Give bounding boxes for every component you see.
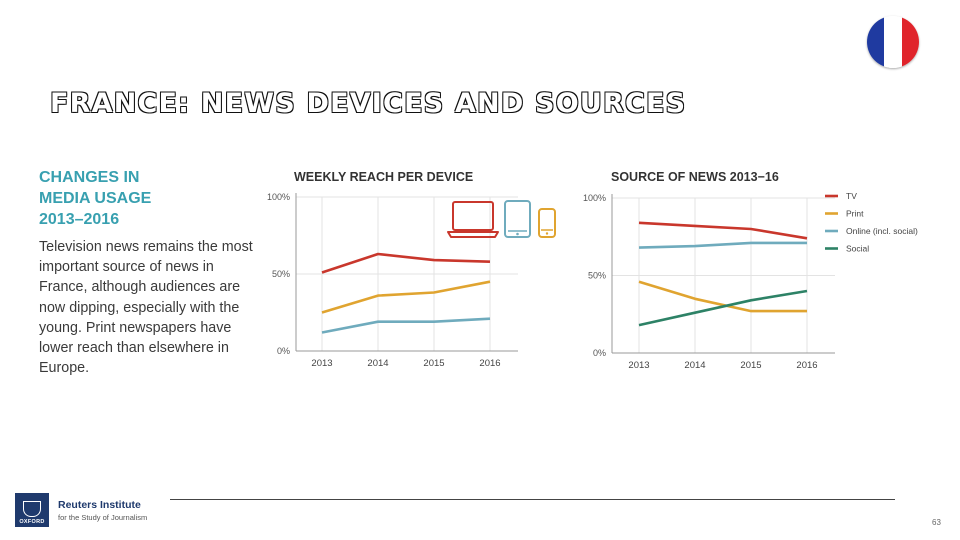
summary-body: Television news remains the most importa… [39, 239, 253, 377]
summary-heading-line: 2013–2016 [39, 211, 120, 228]
legend-label: TV [846, 191, 857, 201]
smartphone-icon [538, 208, 556, 238]
tablet-button-icon [516, 232, 519, 236]
org-name-block: Reuters Institute for the Study of Journ… [58, 499, 147, 522]
legend-label: Print [846, 209, 864, 219]
series-line [638, 241, 807, 249]
y-tick-label: 50% [272, 269, 290, 279]
x-tick-label: 2014 [684, 360, 705, 371]
summary-heading-line: CHANGES IN [39, 169, 140, 186]
tablet-icon [504, 200, 531, 238]
series-line [638, 221, 808, 240]
laptop-icon [452, 201, 494, 231]
crest-shield-icon [23, 501, 41, 517]
x-tick-label: 2016 [479, 358, 500, 369]
series-line [638, 280, 807, 313]
x-tick-label: 2014 [367, 358, 388, 369]
slide-title: FRANCE: NEWS DEVICES AND SOURCES [50, 88, 687, 119]
x-tick-label: 2015 [423, 358, 444, 369]
flag-stripe-white [884, 16, 902, 68]
org-name: Reuters Institute [58, 498, 141, 511]
reuters-institute-logo: OXFORD Reuters Institute for the Study o… [15, 493, 147, 527]
series-line [321, 280, 491, 314]
summary-heading: CHANGES IN MEDIA USAGE 2013–2016 [39, 167, 254, 230]
footer-divider [170, 499, 895, 500]
oxford-crest-icon: OXFORD [15, 493, 49, 527]
chart-title: WEEKLY REACH PER DEVICE [294, 170, 473, 184]
chart-title: SOURCE OF NEWS 2013−16 [611, 170, 779, 184]
media-usage-summary: CHANGES IN MEDIA USAGE 2013–2016 Televis… [39, 167, 254, 378]
series-line [321, 317, 491, 334]
crest-text: OXFORD [19, 519, 45, 525]
france-flag-icon [867, 16, 919, 68]
legend-label: Online (incl. social) [846, 226, 918, 236]
x-tick-label: 2015 [740, 360, 761, 371]
y-tick-label: 0% [277, 346, 290, 356]
laptop-base-icon [447, 231, 499, 238]
series-line [321, 252, 491, 274]
x-tick-label: 2013 [311, 358, 332, 369]
org-subtitle: for the Study of Journalism [58, 512, 148, 522]
page-number: 63 [932, 518, 941, 527]
flag-stripe-red [901, 16, 919, 68]
series-line [638, 289, 808, 327]
flag-stripe-blue [867, 16, 885, 68]
summary-heading-line: MEDIA USAGE [39, 190, 152, 207]
x-tick-label: 2016 [796, 360, 817, 371]
x-tick-label: 2013 [628, 360, 649, 371]
y-tick-label: 50% [588, 271, 606, 281]
y-tick-label: 100% [583, 193, 606, 203]
smartphone-button-icon [545, 232, 549, 235]
legend-label: Social [846, 244, 869, 254]
y-tick-label: 100% [267, 192, 290, 202]
y-tick-label: 0% [593, 348, 606, 358]
